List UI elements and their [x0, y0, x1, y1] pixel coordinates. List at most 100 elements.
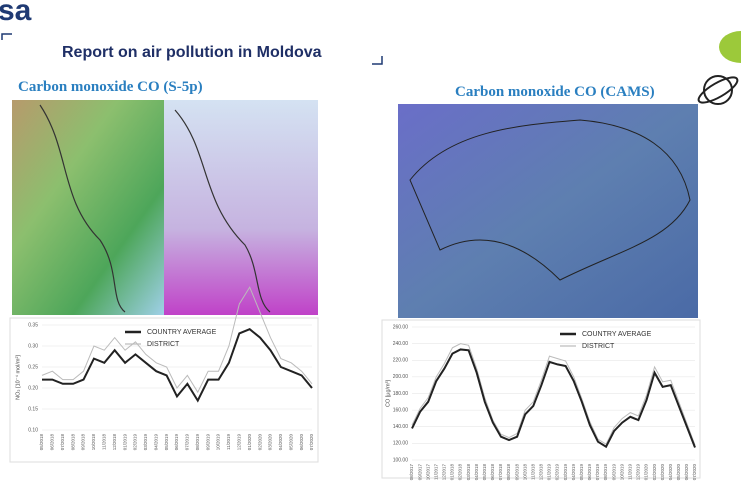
- x-tick-label: 12/2018: [112, 434, 117, 451]
- x-tick-label: 08/2019: [195, 434, 200, 451]
- y-tick-label: 0.15: [28, 406, 38, 412]
- x-tick-label: 04/2019: [571, 464, 576, 481]
- x-tick-label: 04/2020: [668, 464, 673, 481]
- x-tick-label: 07/2018: [60, 434, 65, 451]
- x-tick-label: 09/2019: [205, 434, 210, 451]
- legend-label: DISTRICT: [582, 343, 615, 350]
- legend-label: DISTRICT: [147, 341, 180, 348]
- x-tick-label: 06/2019: [174, 434, 179, 451]
- x-tick-label: 01/2020: [644, 464, 649, 481]
- icon: [703, 75, 733, 105]
- chart-frame: [9, 317, 319, 463]
- y-tick-label: 200.00: [393, 374, 409, 380]
- y-tick-label: 140.00: [393, 424, 409, 430]
- x-tick-label: 11/2017: [433, 464, 438, 480]
- x-tick-label: 08/2017: [409, 464, 414, 481]
- topo-map: [12, 100, 164, 315]
- x-tick-label: 11/2018: [101, 434, 106, 450]
- x-tick-label: 02/2018: [458, 464, 463, 481]
- x-tick-label: 01/2019: [122, 434, 127, 451]
- x-tick-label: 04/2018: [474, 464, 479, 481]
- x-tick-label: 08/2018: [506, 464, 511, 481]
- y-axis-label: CO [µg/m³]: [385, 380, 391, 407]
- x-tick-label: 07/2020: [692, 464, 697, 481]
- x-tick-label: 06/2018: [50, 434, 55, 451]
- y-tick-label: 0.10: [28, 427, 38, 433]
- x-tick-label: 05/2018: [39, 434, 44, 451]
- x-tick-label: 06/2020: [684, 464, 689, 481]
- x-tick-label: 07/2019: [595, 464, 600, 481]
- y-tick-label: 240.00: [393, 341, 409, 347]
- series-line: [41, 286, 313, 394]
- x-tick-label: 08/2018: [70, 434, 75, 451]
- corner: [1, 33, 12, 40]
- x-tick-label: 07/2019: [185, 434, 190, 451]
- y-tick-label: 0.25: [28, 364, 38, 370]
- x-tick-label: 12/2019: [636, 464, 641, 481]
- x-tick-label: 03/2019: [143, 434, 148, 451]
- y-tick-label: 0.30: [28, 343, 38, 349]
- x-tick-label: 08/2019: [603, 464, 608, 481]
- y-tick-label: 0.20: [28, 385, 38, 391]
- series-line: [411, 348, 696, 449]
- x-tick-label: 02/2019: [133, 434, 138, 451]
- y-tick-label: 180.00: [393, 391, 409, 397]
- x-tick-label: 01/2020: [247, 434, 252, 451]
- x-tick-label: 09/2018: [81, 434, 86, 451]
- x-tick-label: 05/2020: [288, 434, 293, 451]
- y-tick-label: 220.00: [393, 358, 409, 364]
- x-tick-label: 12/2018: [539, 464, 544, 481]
- x-tick-label: 12/2019: [236, 434, 241, 451]
- border: [174, 109, 271, 313]
- icon: [697, 76, 739, 104]
- x-tick-label: 03/2020: [268, 434, 273, 451]
- x-tick-label: 11/2019: [226, 434, 231, 450]
- x-tick-label: 06/2020: [299, 434, 304, 451]
- y-axis-label: NO₂ [10⁻⁴ mol/m²]: [14, 355, 21, 400]
- slide-title: Report on air pollution in Moldova: [62, 44, 322, 61]
- x-tick-label: 02/2020: [652, 464, 657, 481]
- y-tick-label: 260.00: [393, 324, 409, 330]
- logo: sa: [0, 0, 32, 27]
- x-tick-label: 09/2019: [611, 464, 616, 481]
- badge: [719, 31, 741, 63]
- x-tick-label: 05/2019: [164, 434, 169, 451]
- x-tick-label: 05/2018: [482, 464, 487, 481]
- x-tick-label: 03/2020: [660, 464, 665, 481]
- x-tick-label: 07/2020: [309, 434, 314, 451]
- x-tick-label: 10/2018: [91, 434, 96, 451]
- y-tick-label: 100.00: [393, 457, 409, 463]
- legend-label: COUNTRY AVERAGE: [147, 329, 217, 336]
- co-map: [164, 100, 318, 315]
- y-tick-label: 0.35: [28, 322, 38, 328]
- corner: [372, 56, 383, 65]
- x-tick-label: 05/2020: [676, 464, 681, 481]
- x-tick-label: 02/2020: [257, 434, 262, 451]
- left-heading: Carbon monoxide CO (S-5p): [18, 79, 203, 95]
- series-line: [42, 328, 313, 403]
- x-tick-label: 04/2020: [278, 434, 283, 451]
- x-tick-label: 06/2019: [587, 464, 592, 481]
- x-tick-label: 10/2017: [425, 464, 430, 481]
- border: [409, 119, 691, 281]
- x-tick-label: 10/2019: [619, 464, 624, 481]
- x-tick-label: 10/2019: [216, 434, 221, 451]
- x-tick-label: 06/2018: [490, 464, 495, 481]
- x-tick-label: 12/2017: [442, 464, 447, 481]
- x-tick-label: 05/2019: [579, 464, 584, 481]
- y-tick-label: 120.00: [393, 441, 409, 447]
- x-tick-label: 03/2018: [466, 464, 471, 481]
- x-tick-label: 03/2019: [563, 464, 568, 481]
- x-tick-label: 09/2017: [417, 464, 422, 481]
- border: [39, 104, 126, 313]
- x-tick-label: 11/2018: [530, 464, 535, 480]
- series-line: [411, 343, 696, 446]
- x-tick-label: 09/2018: [514, 464, 519, 481]
- x-tick-label: 07/2018: [498, 464, 503, 481]
- x-tick-label: 11/2019: [628, 464, 633, 480]
- cams-map: [398, 104, 698, 318]
- x-tick-label: 10/2018: [522, 464, 527, 481]
- x-tick-label: 01/2019: [547, 464, 552, 481]
